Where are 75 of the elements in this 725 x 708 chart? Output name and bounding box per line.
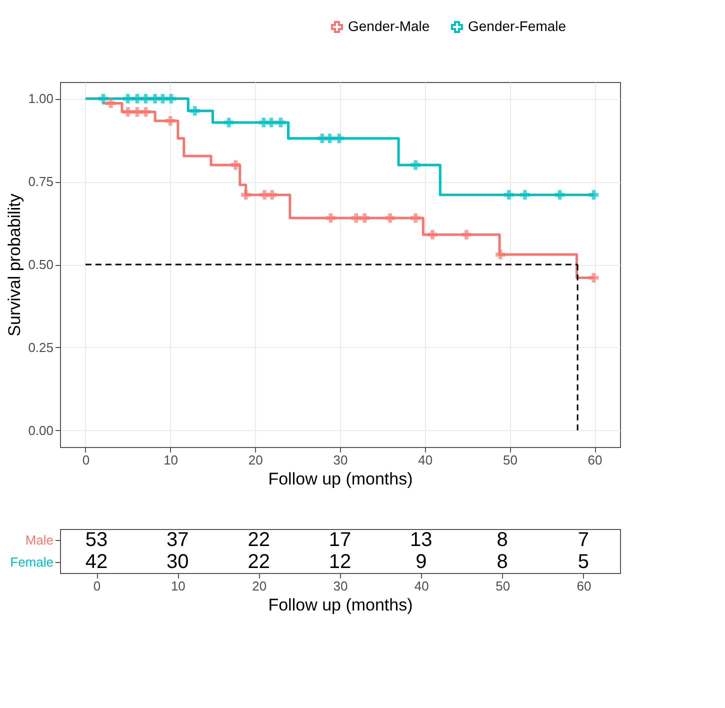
data-label: 17 xyxy=(328,529,352,551)
point xyxy=(588,273,598,283)
point xyxy=(132,94,142,104)
point xyxy=(230,160,240,170)
point xyxy=(190,106,200,116)
x-tick-label: 30 xyxy=(333,452,348,468)
data-label: 13 xyxy=(410,529,432,551)
x-tick-label: 60 xyxy=(588,452,602,468)
point xyxy=(410,213,420,223)
y-tick-label: 0.75 xyxy=(28,174,54,190)
point xyxy=(267,190,277,200)
y-tick-label: 1.00 xyxy=(28,91,54,106)
point xyxy=(224,118,234,128)
point xyxy=(504,190,514,200)
point xyxy=(360,213,370,223)
point xyxy=(410,160,420,170)
x-tick-label: 40 xyxy=(414,578,429,594)
x-tick-label: 60 xyxy=(576,578,592,594)
point xyxy=(428,230,438,240)
x-tick-label: 20 xyxy=(252,578,267,594)
point xyxy=(351,213,361,223)
legend-label: Gender-Female xyxy=(468,18,566,34)
x-tick-label: 0 xyxy=(82,452,90,468)
point xyxy=(166,116,176,126)
data-label: 9 xyxy=(416,551,427,573)
y-tick-label: 0.00 xyxy=(28,422,54,438)
point xyxy=(555,190,564,200)
data-label: 7 xyxy=(578,529,590,551)
point xyxy=(520,190,530,200)
point xyxy=(166,94,176,104)
data-label: 5 xyxy=(578,551,590,573)
data-label: 42 xyxy=(85,551,108,573)
y-axis-title: Survival probability xyxy=(5,193,24,336)
point xyxy=(325,134,335,144)
data-label: 37 xyxy=(166,529,189,551)
data-label: 8 xyxy=(496,551,508,573)
x-axis-title: Follow up (months) xyxy=(268,470,413,488)
point xyxy=(260,190,270,200)
x-tick-label: 40 xyxy=(418,452,433,468)
point xyxy=(98,94,108,104)
point xyxy=(123,107,133,117)
y-tick-label: 0.25 xyxy=(28,340,54,355)
point xyxy=(123,94,133,104)
legend-label: Gender-Male xyxy=(348,18,430,34)
point xyxy=(266,118,276,128)
y-tick-label: Male xyxy=(25,532,54,548)
y-tick-label: Female xyxy=(10,554,54,570)
data-label: 30 xyxy=(166,551,189,573)
point xyxy=(385,213,395,223)
point xyxy=(106,98,116,108)
point xyxy=(326,213,336,223)
data-label: 8 xyxy=(496,529,508,551)
point xyxy=(241,190,251,200)
x-tick-label: 10 xyxy=(170,578,186,594)
x-tick-label: 0 xyxy=(93,578,101,594)
y-tick-label: 0.50 xyxy=(28,257,54,272)
x-tick-label: 50 xyxy=(502,452,518,468)
point xyxy=(140,107,150,117)
data-label: 22 xyxy=(248,529,270,551)
point xyxy=(462,230,472,240)
data-label: 22 xyxy=(248,551,270,573)
point xyxy=(140,94,150,104)
x-tick-label: 30 xyxy=(333,578,348,594)
point xyxy=(158,94,168,104)
point xyxy=(334,134,344,144)
x-tick-label: 10 xyxy=(164,452,178,468)
data-label: 53 xyxy=(85,529,108,551)
data-label: 12 xyxy=(328,551,352,573)
point xyxy=(276,118,286,128)
point xyxy=(588,190,598,200)
x-axis-title: Follow up (months) xyxy=(268,596,413,614)
point xyxy=(132,107,142,117)
x-tick-label: 50 xyxy=(496,578,510,594)
x-tick-label: 20 xyxy=(248,452,263,468)
point xyxy=(496,250,506,260)
